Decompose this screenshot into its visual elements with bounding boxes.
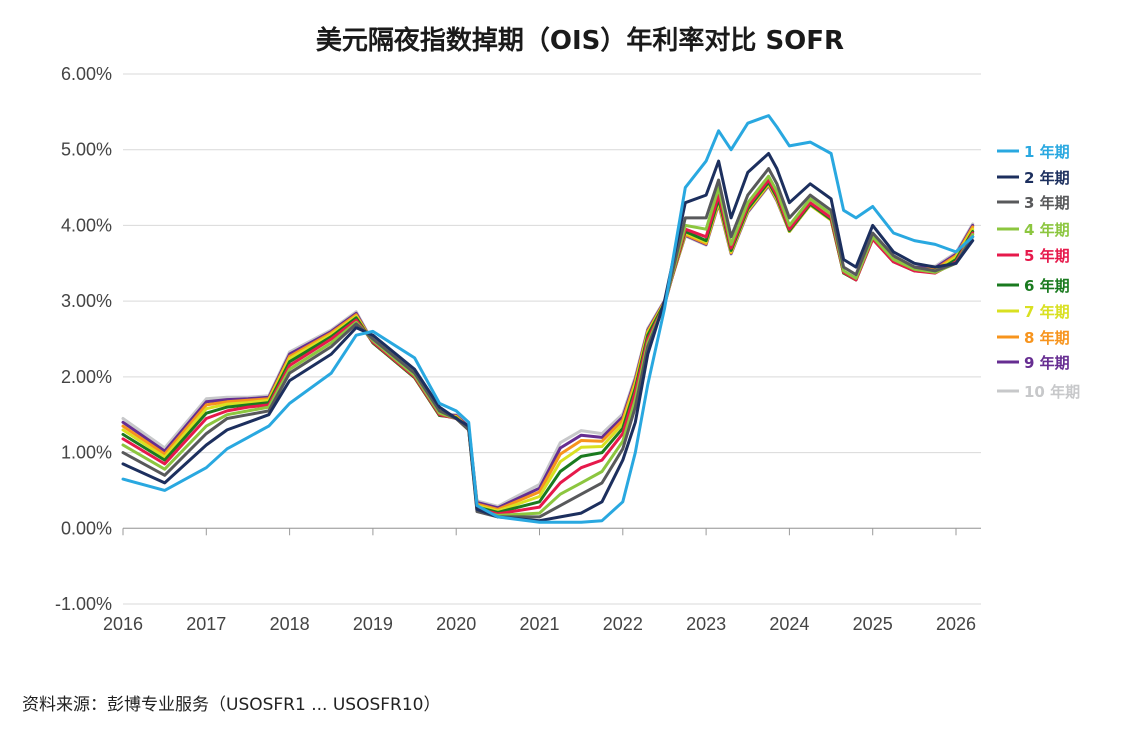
x-tick-label: 2026 — [936, 614, 976, 634]
series-line-6 — [121, 180, 975, 514]
x-tick-label: 2024 — [769, 614, 809, 634]
legend-label: 8 年期 — [1024, 329, 1070, 347]
axes: -1.00% 0.00% 1.00% 2.00% 3.00% 4.00% 5.00% 6.00… — [55, 64, 981, 634]
gridlines — [123, 73, 981, 605]
legend-label: 6 年期 — [1024, 277, 1070, 295]
series-line-7 — [121, 182, 975, 513]
series-line-4 — [121, 174, 975, 517]
y-tick-label: 4.00% — [61, 215, 112, 235]
series-line-2 — [121, 152, 975, 523]
series-line-10 — [121, 184, 975, 508]
series-line-5 — [121, 178, 975, 516]
series-lines — [121, 114, 975, 524]
x-tick-label: 2025 — [853, 614, 893, 634]
legend-label: 2 年期 — [1024, 169, 1070, 187]
legend-label: 7 年期 — [1024, 303, 1070, 321]
series-line-9 — [121, 183, 975, 510]
y-tick-label: 0.00% — [61, 518, 112, 538]
legend-label: 4 年期 — [1024, 221, 1070, 239]
legend-label: 5 年期 — [1024, 247, 1070, 265]
legend-label: 3 年期 — [1024, 194, 1070, 212]
series-line-8 — [121, 183, 975, 511]
legend-label: 1 年期 — [1024, 143, 1070, 161]
legend: 1 年期 2 年期 3 年期 4 年期 5 年期 6 年期 7 年期 8 年期 9 年期 10 年… — [997, 143, 1080, 401]
y-tick-label: 5.00% — [61, 140, 112, 160]
y-tick-label: -1.00% — [55, 594, 112, 614]
y-tick-label: 6.00% — [61, 64, 112, 84]
x-tick-label: 2020 — [436, 614, 476, 634]
x-tick-label: 2022 — [603, 614, 643, 634]
series-line-1 — [121, 114, 975, 524]
x-tick-label: 2021 — [519, 614, 559, 634]
y-tick-label: 2.00% — [61, 367, 112, 387]
x-tick-label: 2017 — [186, 614, 226, 634]
chart-title: 美元隔夜指数掉期（OIS）年利率对比 SOFR — [315, 26, 845, 56]
legend-label: 9 年期 — [1024, 354, 1070, 372]
x-tick-label: 2023 — [686, 614, 726, 634]
x-tick-label: 2019 — [353, 614, 393, 634]
x-tick-label: 2018 — [270, 614, 310, 634]
x-tick-label: 2016 — [103, 614, 143, 634]
y-tick-label: 1.00% — [61, 443, 112, 463]
y-tick-label: 3.00% — [61, 291, 112, 311]
legend-label: 10 年期 — [1024, 383, 1080, 401]
series-line-3 — [121, 167, 975, 519]
source-note: 资料来源：彭博专业服务（USOSFR1 ... USOSFR10） — [22, 695, 441, 715]
